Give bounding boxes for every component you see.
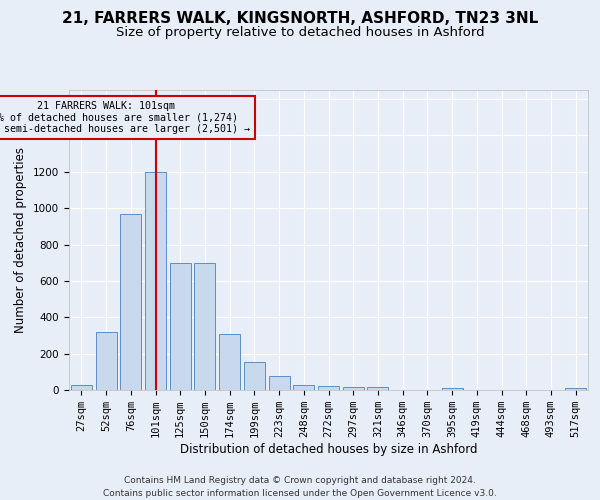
Bar xyxy=(95,332,116,390)
Y-axis label: Number of detached properties: Number of detached properties xyxy=(14,147,28,333)
Bar xyxy=(244,362,265,390)
Text: 21, FARRERS WALK, KINGSNORTH, ASHFORD, TN23 3NL: 21, FARRERS WALK, KINGSNORTH, ASHFORD, T… xyxy=(62,11,538,26)
Bar xyxy=(194,262,215,390)
Bar xyxy=(120,214,141,390)
X-axis label: Distribution of detached houses by size in Ashford: Distribution of detached houses by size … xyxy=(180,443,477,456)
Text: 21 FARRERS WALK: 101sqm
← 34% of detached houses are smaller (1,274)
66% of semi: 21 FARRERS WALK: 101sqm ← 34% of detache… xyxy=(0,101,250,134)
Bar xyxy=(318,386,339,390)
Bar xyxy=(219,334,240,390)
Bar xyxy=(442,388,463,390)
Bar xyxy=(269,376,290,390)
Bar xyxy=(170,262,191,390)
Bar xyxy=(293,384,314,390)
Bar xyxy=(565,388,586,390)
Bar xyxy=(71,384,92,390)
Text: Size of property relative to detached houses in Ashford: Size of property relative to detached ho… xyxy=(116,26,484,39)
Bar xyxy=(343,388,364,390)
Text: Contains HM Land Registry data © Crown copyright and database right 2024.
Contai: Contains HM Land Registry data © Crown c… xyxy=(103,476,497,498)
Bar xyxy=(145,172,166,390)
Bar xyxy=(367,388,388,390)
